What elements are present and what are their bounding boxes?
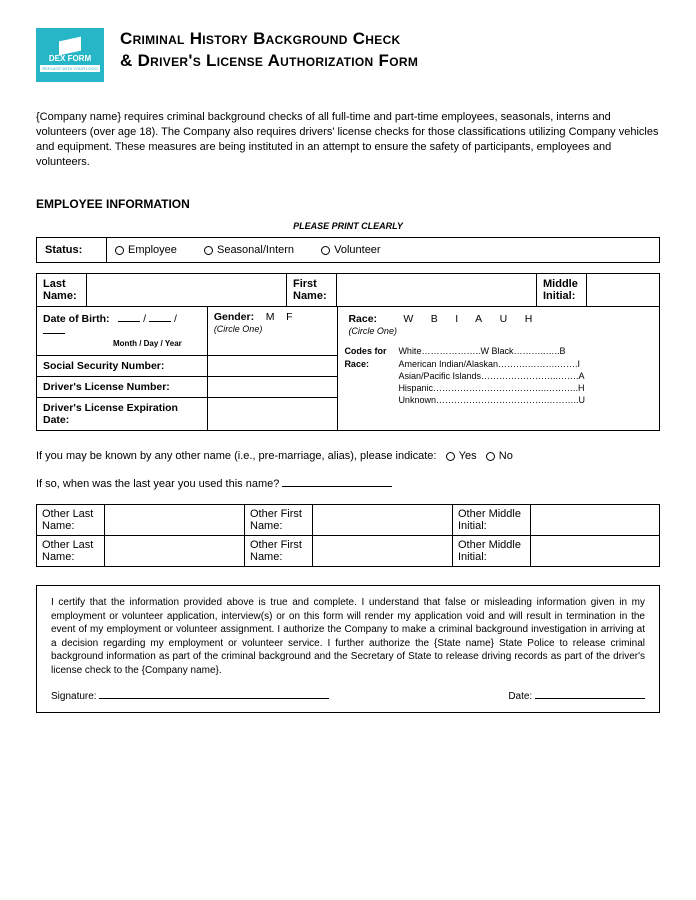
status-seasonal[interactable]: Seasonal/Intern bbox=[204, 244, 294, 256]
other-middle-label-1: Other Middle Initial: bbox=[453, 505, 531, 536]
radio-icon bbox=[446, 452, 455, 461]
intro-paragraph: {Company name} requires criminal backgro… bbox=[36, 110, 660, 169]
alias-no[interactable]: No bbox=[486, 450, 513, 462]
other-first-label-1: Other First Name: bbox=[245, 505, 313, 536]
radio-icon bbox=[321, 246, 330, 255]
logo-tagline: REPLACE WITH YOUR LOGO bbox=[40, 65, 99, 72]
alias-yes[interactable]: Yes bbox=[446, 450, 477, 462]
race-codes-label: Codes for Race: bbox=[344, 345, 392, 406]
logo-brand: DEX FORM bbox=[49, 55, 91, 63]
date-field[interactable] bbox=[535, 698, 645, 699]
dob-year[interactable] bbox=[43, 333, 65, 334]
other-name-table: Other Last Name: Other First Name: Other… bbox=[36, 504, 660, 567]
page-title-line1: Criminal History Background Check bbox=[120, 28, 418, 50]
title-block: Criminal History Background Check & Driv… bbox=[120, 28, 418, 72]
status-options: Employee Seasonal/Intern Volunteer bbox=[107, 238, 660, 263]
page-title-line2: & Driver's License Authorization Form bbox=[120, 50, 418, 72]
alias-year-field[interactable] bbox=[282, 486, 392, 487]
dob-month[interactable] bbox=[118, 321, 140, 322]
detail-table: Date of Birth: / / Month / Day / Year Ge… bbox=[36, 306, 660, 431]
race-b[interactable]: B bbox=[431, 313, 438, 325]
gender-cell: Gender: M F (Circle One) bbox=[207, 307, 338, 356]
first-name-label: First Name: bbox=[287, 274, 337, 307]
other-first-field-2[interactable] bbox=[313, 536, 453, 567]
dl-field[interactable] bbox=[207, 377, 338, 398]
gender-f[interactable]: F bbox=[286, 311, 292, 323]
last-name-label: Last Name: bbox=[37, 274, 87, 307]
dob-day[interactable] bbox=[149, 321, 171, 322]
ssn-field[interactable] bbox=[207, 356, 338, 377]
race-i[interactable]: I bbox=[455, 313, 458, 325]
dlexp-field[interactable] bbox=[207, 398, 338, 431]
status-volunteer[interactable]: Volunteer bbox=[321, 244, 380, 256]
gender-m[interactable]: M bbox=[266, 311, 275, 323]
other-middle-label-2: Other Middle Initial: bbox=[453, 536, 531, 567]
other-first-label-2: Other First Name: bbox=[245, 536, 313, 567]
dob-cell: Date of Birth: / / Month / Day / Year bbox=[37, 307, 208, 356]
race-codes-list: White………………..W Black………..…..B American I… bbox=[398, 345, 585, 406]
first-name-field[interactable] bbox=[337, 274, 537, 307]
other-last-label-1: Other Last Name: bbox=[37, 505, 105, 536]
middle-initial-field[interactable] bbox=[587, 274, 660, 307]
ssn-label: Social Security Number: bbox=[37, 356, 208, 377]
signature-label: Signature: bbox=[51, 691, 97, 702]
dlexp-label: Driver's License Expiration Date: bbox=[37, 398, 208, 431]
other-first-field-1[interactable] bbox=[313, 505, 453, 536]
race-circle-note: (Circle One) bbox=[348, 326, 397, 336]
status-employee[interactable]: Employee bbox=[115, 244, 177, 256]
race-a[interactable]: A bbox=[475, 313, 482, 325]
logo: DEX FORM REPLACE WITH YOUR LOGO bbox=[36, 28, 104, 82]
other-last-field-2[interactable] bbox=[105, 536, 245, 567]
alias-question: If you may be known by any other name (i… bbox=[36, 449, 660, 464]
name-table: Last Name: First Name: Middle Initial: bbox=[36, 273, 660, 307]
status-table: Status: Employee Seasonal/Intern Volunte… bbox=[36, 237, 660, 263]
last-name-field[interactable] bbox=[87, 274, 287, 307]
radio-icon bbox=[115, 246, 124, 255]
signature-row: Signature: Date: bbox=[51, 691, 645, 702]
gender-circle-note: (Circle One) bbox=[214, 324, 263, 334]
dob-sublabel: Month / Day / Year bbox=[113, 339, 182, 348]
certification-text: I certify that the information provided … bbox=[51, 596, 645, 677]
signature-field[interactable] bbox=[99, 698, 329, 699]
print-clearly-note: PLEASE PRINT CLEARLY bbox=[36, 221, 660, 231]
certification-box: I certify that the information provided … bbox=[36, 585, 660, 713]
radio-icon bbox=[486, 452, 495, 461]
logo-box-icon bbox=[59, 36, 81, 55]
race-h[interactable]: H bbox=[525, 313, 533, 325]
header: DEX FORM REPLACE WITH YOUR LOGO Criminal… bbox=[36, 28, 660, 82]
middle-initial-label: Middle Initial: bbox=[537, 274, 587, 307]
race-w[interactable]: W bbox=[403, 313, 413, 325]
other-middle-field-1[interactable] bbox=[531, 505, 660, 536]
status-label: Status: bbox=[37, 238, 107, 263]
section-employee-info: EMPLOYEE INFORMATION bbox=[36, 197, 660, 211]
race-u[interactable]: U bbox=[500, 313, 508, 325]
other-last-field-1[interactable] bbox=[105, 505, 245, 536]
dl-label: Driver's License Number: bbox=[37, 377, 208, 398]
other-middle-field-2[interactable] bbox=[531, 536, 660, 567]
radio-icon bbox=[204, 246, 213, 255]
race-cell: Race: W B I A U H (Circle One) Codes for… bbox=[338, 307, 660, 431]
date-label: Date: bbox=[508, 691, 532, 702]
other-last-label-2: Other Last Name: bbox=[37, 536, 105, 567]
alias-year-question: If so, when was the last year you used t… bbox=[36, 477, 660, 492]
